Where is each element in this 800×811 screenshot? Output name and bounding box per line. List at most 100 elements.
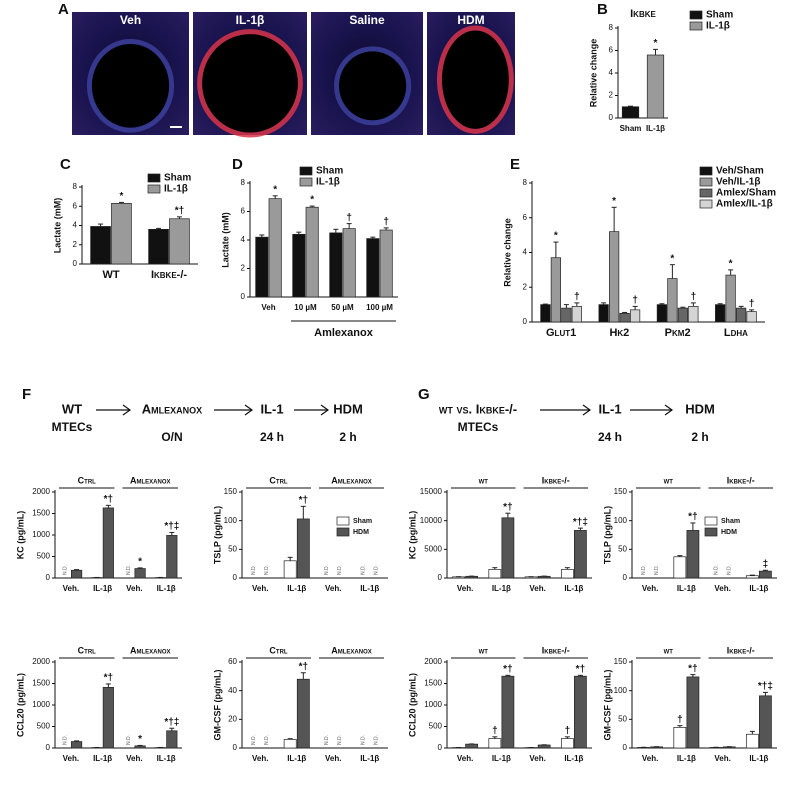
legend-label: Sham <box>721 518 740 525</box>
legend-label: Amlex/IL-1β <box>716 199 773 210</box>
y-tick-label: 100 <box>614 516 628 525</box>
y-tick-label: 8 <box>241 178 246 187</box>
y-tick-label: 2 <box>609 91 614 100</box>
bar <box>622 107 639 118</box>
x-tick-label: Veh. <box>325 584 341 593</box>
bar <box>135 569 145 578</box>
y-tick-label: 2 <box>73 240 78 249</box>
value-label: N.D. <box>126 735 132 745</box>
significance-mark: † <box>691 292 697 303</box>
x-tick-label: Ldha <box>724 327 748 339</box>
y-tick-label: 0 <box>46 573 51 582</box>
bar <box>657 305 666 322</box>
significance-mark: *† <box>503 502 512 513</box>
y-axis-label: GM-CSF (pg/mL) <box>602 670 612 741</box>
significance-mark: * <box>310 195 314 206</box>
bar <box>380 230 392 297</box>
legend-swatch <box>700 167 712 175</box>
bar <box>170 219 190 264</box>
x-tick-label: Veh. <box>252 754 268 763</box>
x-tick-label: Veh. <box>642 584 658 593</box>
value-label: N.D. <box>374 565 380 575</box>
group-label: Ctrl <box>269 645 287 655</box>
bar <box>687 677 699 748</box>
bar <box>149 229 169 264</box>
value-label: N.D. <box>361 565 367 575</box>
y-axis-label: CCL20 (pg/mL) <box>407 673 417 737</box>
x-tick-label: Veh. <box>457 584 473 593</box>
y-tick-label: 0 <box>609 113 614 122</box>
significance-mark: *† <box>503 664 512 675</box>
bar <box>668 279 677 322</box>
significance-mark: † <box>383 217 389 228</box>
y-tick-label: 1500 <box>424 679 442 688</box>
x-tick-label: IL-1β <box>749 754 768 763</box>
value-label: N.D. <box>654 565 660 575</box>
flow-step: IL-1 <box>260 401 283 416</box>
bar <box>135 746 145 748</box>
bar <box>620 313 629 322</box>
y-tick-label: 20 <box>228 714 237 723</box>
y-tick-label: 40 <box>228 686 237 695</box>
y-axis-label: TSLP (pg/mL) <box>212 506 222 564</box>
image-label: HDM <box>457 13 484 27</box>
bar <box>112 203 132 264</box>
flow-step: IL-1 <box>598 401 621 416</box>
y-tick-label: 500 <box>37 552 51 561</box>
x-tick-label: Veh. <box>126 754 142 763</box>
x-tick-label: Veh. <box>63 754 79 763</box>
chart-title: Ikbke <box>630 8 656 20</box>
value-label: N.D. <box>374 735 380 745</box>
bar <box>746 734 758 748</box>
legend-label: Sham <box>316 166 343 177</box>
y-tick-label: 0 <box>623 573 628 582</box>
value-label: N.D. <box>264 735 270 745</box>
significance-mark: * <box>138 734 142 745</box>
y-axis-label: KC (pg/mL) <box>407 511 417 560</box>
y-tick-label: 0 <box>241 292 246 301</box>
bar <box>502 518 514 578</box>
y-axis-label: Relative change <box>502 218 512 287</box>
y-axis-label: Lactate (mM) <box>52 198 62 254</box>
flow-sub: 24 h <box>598 430 622 444</box>
panel-letter: C <box>60 156 71 173</box>
group-label: Amlexanox <box>314 327 374 339</box>
y-tick-label: 0 <box>233 743 238 752</box>
x-tick-label: IL-1β <box>749 584 768 593</box>
group-label: Ikbke-/- <box>727 645 755 655</box>
group-label: Ctrl <box>78 475 96 485</box>
bar <box>489 739 501 748</box>
y-tick-label: 6 <box>609 46 614 55</box>
y-tick-label: 6 <box>241 207 246 216</box>
value-label: N.D. <box>251 565 257 575</box>
legend-label: Veh/IL-1β <box>716 177 760 188</box>
bar <box>561 739 573 748</box>
y-tick-label: 150 <box>224 487 238 496</box>
legend-swatch <box>700 178 712 186</box>
x-tick-label: IL-1β <box>157 754 176 763</box>
x-tick-label: 50 µM <box>331 303 354 312</box>
value-label: N.D. <box>324 735 330 745</box>
x-tick-label: Veh <box>261 303 275 312</box>
legend-swatch <box>148 185 160 193</box>
panel-letter: B <box>597 1 608 18</box>
y-tick-label: 60 <box>228 657 237 666</box>
airway-lumen <box>202 34 298 132</box>
significance-mark: *† <box>576 664 585 675</box>
bar <box>574 530 586 578</box>
y-tick-label: 500 <box>429 722 443 731</box>
significance-mark: * <box>729 259 733 270</box>
bar <box>103 687 113 748</box>
x-tick-label: Ikbke-/- <box>151 269 187 281</box>
significance-mark: ‡ <box>763 559 769 570</box>
significance-mark: † <box>565 725 571 736</box>
image-label: Saline <box>349 13 385 27</box>
legend-label: Sham <box>164 173 191 184</box>
y-tick-label: 500 <box>37 722 51 731</box>
significance-mark: * <box>119 191 123 202</box>
x-tick-label: WT <box>102 269 119 281</box>
value-label: N.D. <box>324 565 330 575</box>
y-tick-label: 2000 <box>32 487 50 496</box>
bar <box>647 55 664 118</box>
